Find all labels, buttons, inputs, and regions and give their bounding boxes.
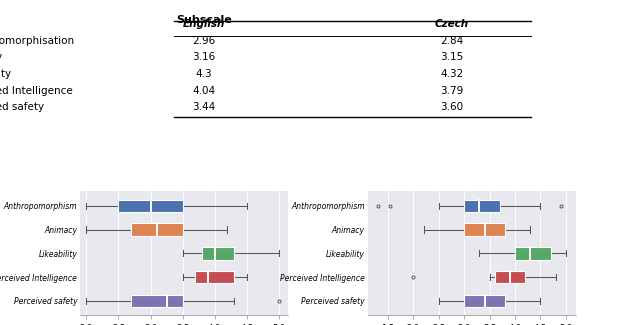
Bar bbox=[495, 271, 525, 283]
Bar bbox=[515, 247, 550, 260]
Bar bbox=[131, 295, 182, 307]
Bar bbox=[464, 223, 505, 236]
Bar bbox=[202, 247, 234, 260]
Bar bbox=[131, 223, 182, 236]
Bar bbox=[118, 200, 182, 212]
Bar bbox=[464, 200, 500, 212]
Bar bbox=[195, 271, 234, 283]
Text: Subscale: Subscale bbox=[177, 15, 232, 25]
Bar bbox=[464, 295, 505, 307]
